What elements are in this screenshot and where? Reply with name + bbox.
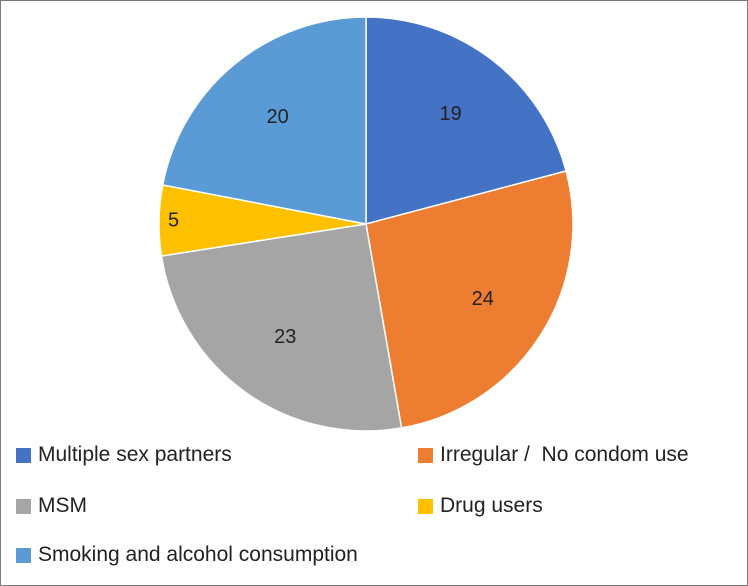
pie-slice-irregular-no-condom-use xyxy=(365,170,574,429)
legend-item-drug-users: Drug users xyxy=(418,493,543,519)
pie-slice-smoking-and-alcohol-consumption xyxy=(161,16,367,225)
legend-label: Smoking and alcohol consumption xyxy=(38,543,358,566)
legend-swatch xyxy=(418,447,433,463)
legend-swatch xyxy=(16,498,31,514)
pie-slice-multiple-sex-partners xyxy=(365,16,568,225)
legend-swatch xyxy=(16,447,31,463)
legend-item-irregular-no-condom-use: Irregular / No condom use xyxy=(418,442,689,468)
legend-item-smoking-and-alcohol-consumption: Smoking and alcohol consumption xyxy=(16,542,358,568)
legend-label: Irregular / No condom use xyxy=(440,443,689,466)
legend-item-msm: MSM xyxy=(16,493,87,519)
data-label-msm: 23 xyxy=(274,326,296,348)
data-label-drug-users: 5 xyxy=(168,210,179,232)
legend-item-multiple-sex-partners: Multiple sex partners xyxy=(16,442,232,468)
legend-swatch xyxy=(418,498,433,514)
pie-slice-msm xyxy=(160,223,403,431)
pie-chart: 19 24 23 5 20 xyxy=(158,16,574,431)
data-label-smoking-and-alcohol-consumption: 20 xyxy=(267,106,289,128)
legend-label: MSM xyxy=(38,494,87,517)
legend-swatch xyxy=(16,547,31,563)
legend-label: Multiple sex partners xyxy=(38,443,232,466)
data-label-multiple-sex-partners: 19 xyxy=(439,103,461,125)
legend-label: Drug users xyxy=(440,494,543,517)
data-label-irregular-no-condom-use: 24 xyxy=(472,288,494,310)
